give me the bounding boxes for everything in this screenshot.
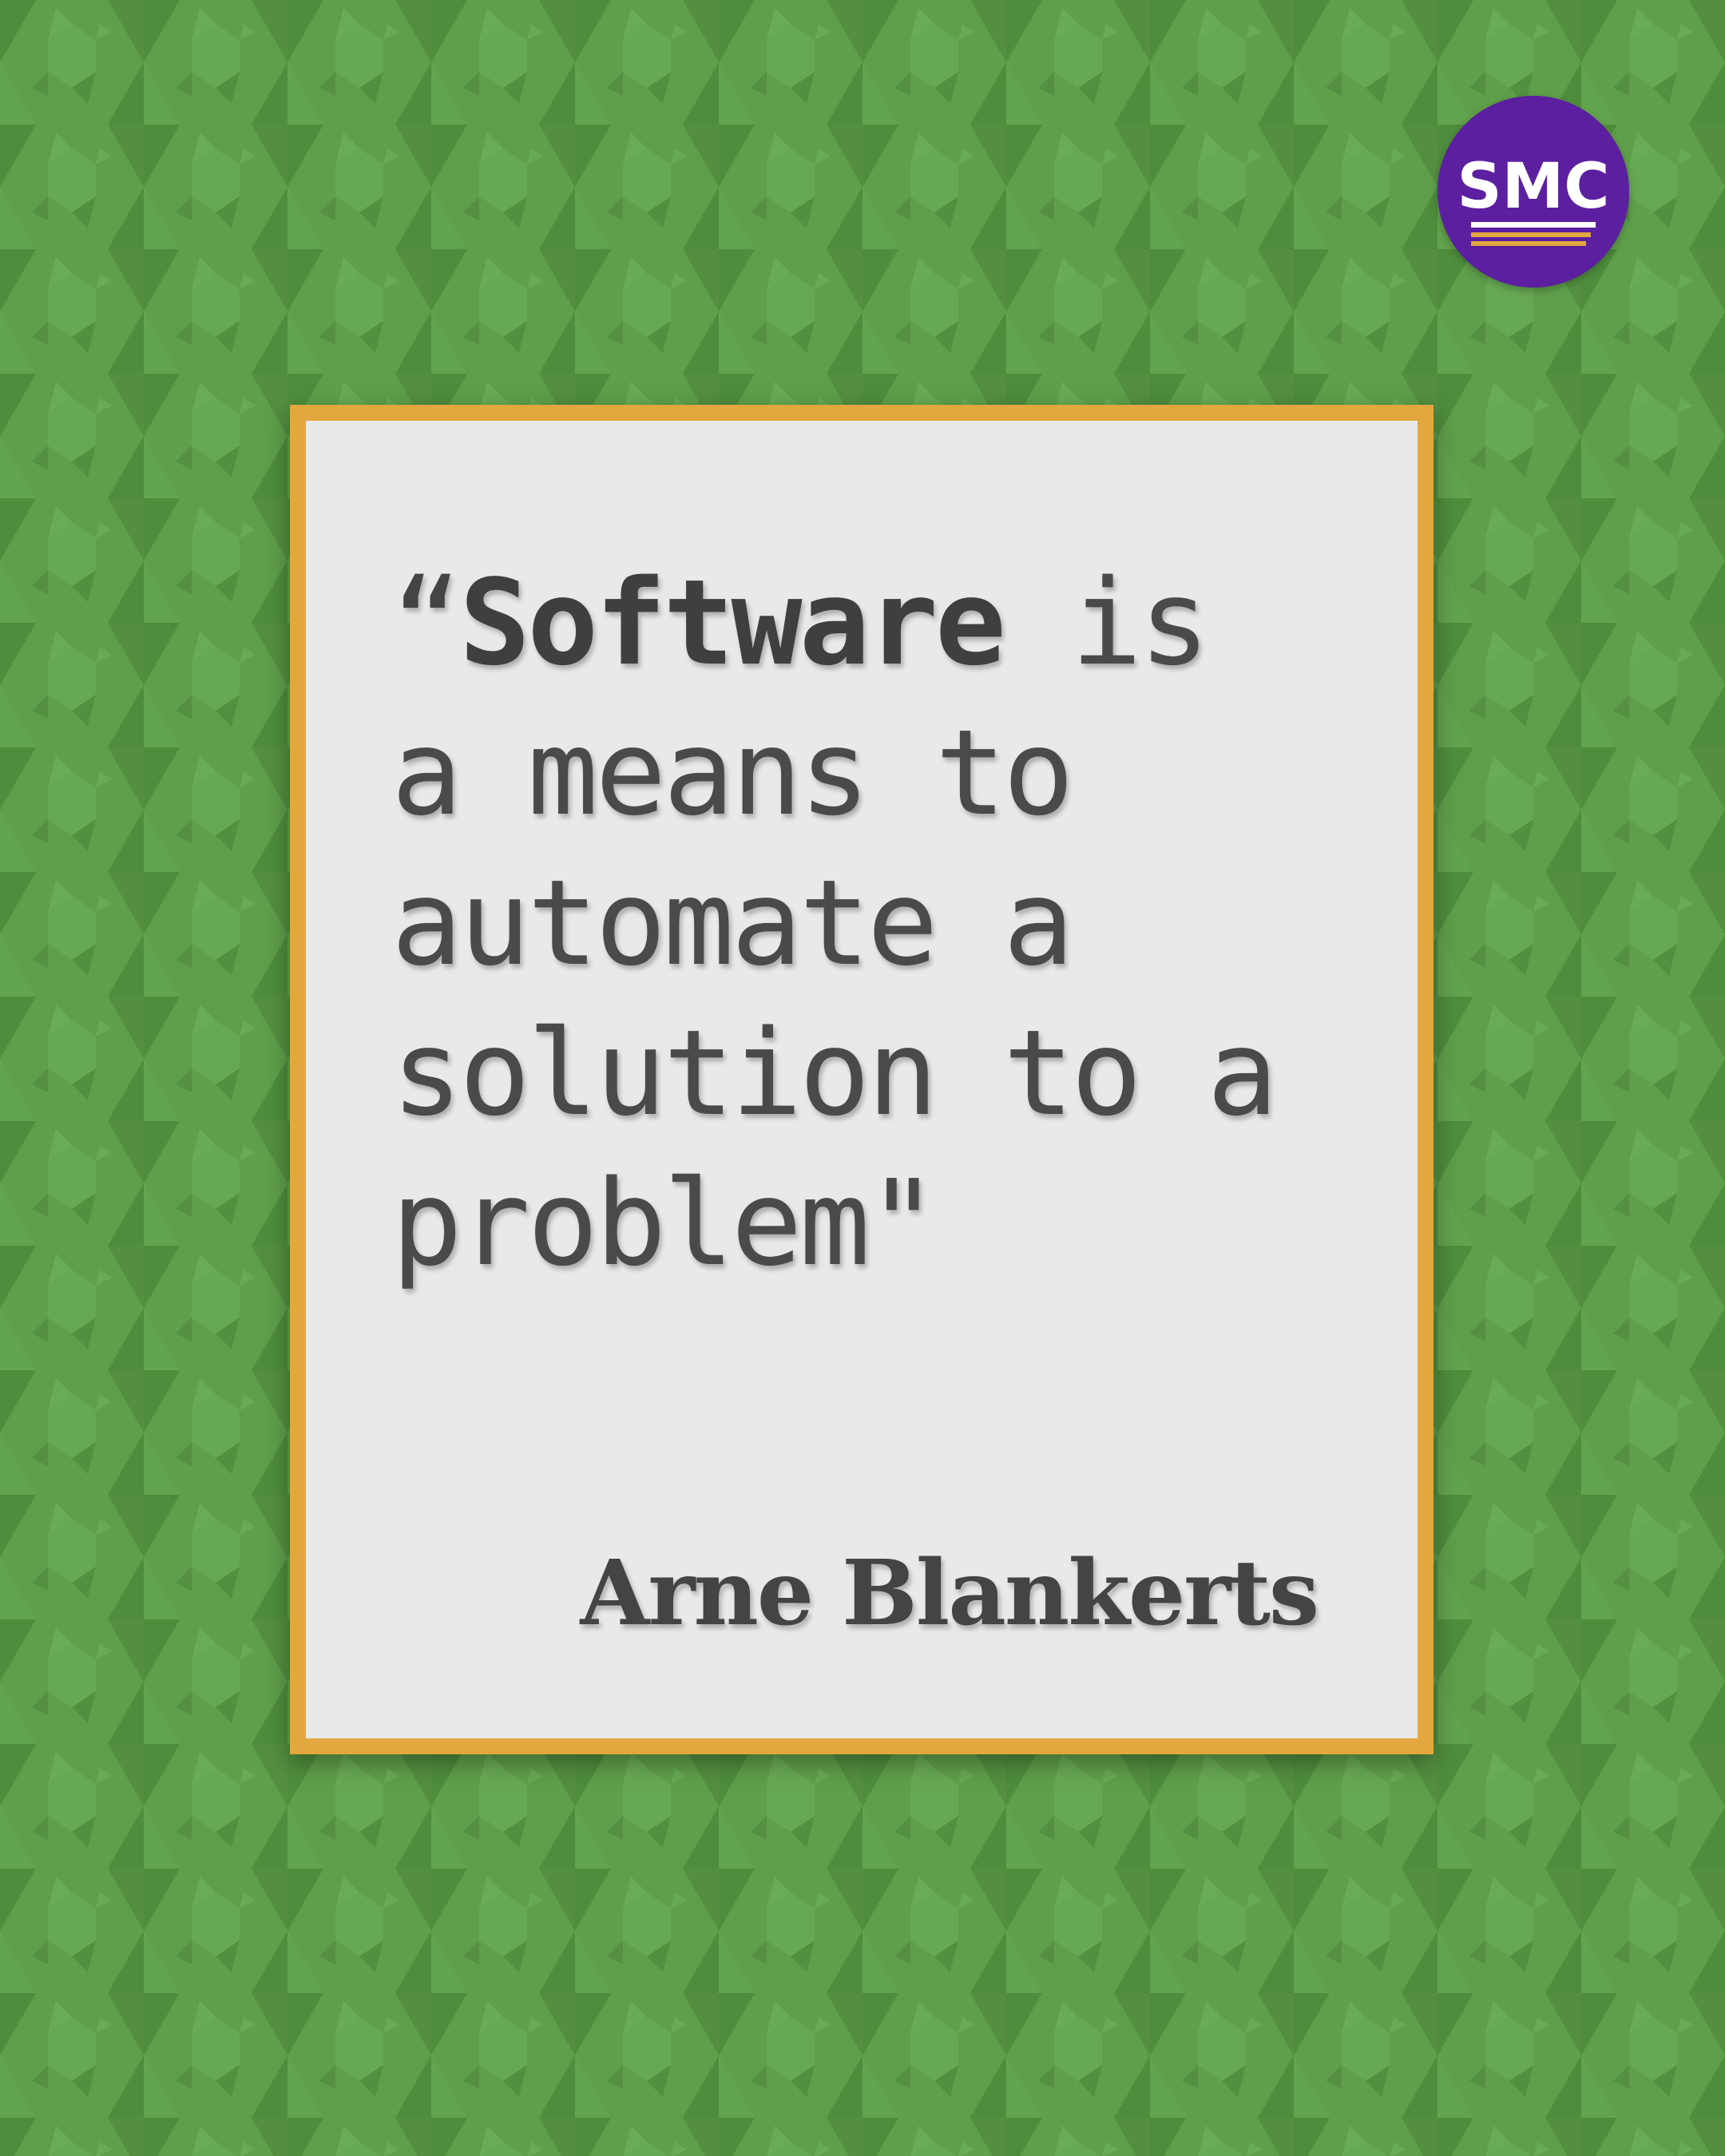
smc-logo-graphic: SMC (1438, 96, 1629, 287)
quote-line-1-rest: is (1002, 554, 1210, 692)
quote-card-frame (290, 405, 1434, 1754)
quote-author: Arne Blankerts (580, 1541, 1319, 1646)
quote-text: “Software is a means to automate a solut… (391, 548, 1366, 1298)
quote-line-2: a means to (391, 704, 1074, 842)
quote-open-mark: “ (391, 554, 462, 692)
quote-line-3: automate a (391, 854, 1074, 992)
quote-line-4: solution to a (391, 1005, 1278, 1142)
logo-text: SMC (1457, 151, 1609, 223)
quote-emphasis-word: Software (459, 554, 1006, 692)
smc-logo: SMC (1438, 96, 1629, 287)
quote-line-5: problem" (391, 1155, 938, 1292)
